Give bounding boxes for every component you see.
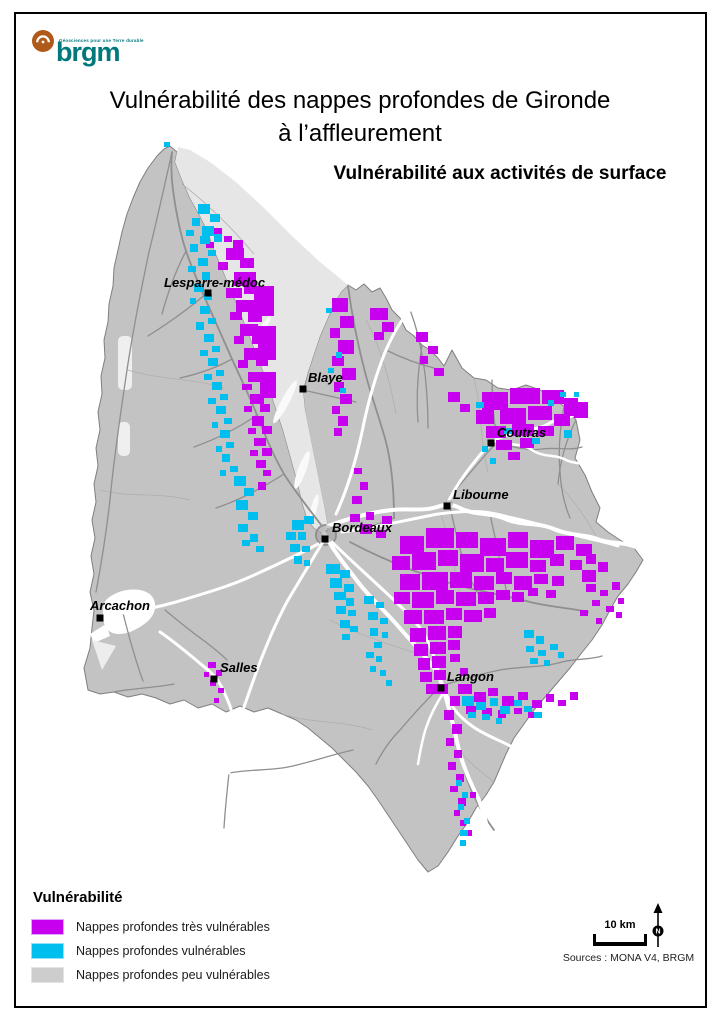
marker-arcachon	[96, 614, 104, 622]
city-label-blaye: Blaye	[308, 370, 343, 385]
medoc-lakes	[118, 336, 132, 456]
scale-label: 10 km	[604, 919, 636, 931]
city-label-coutras: Coutras	[497, 425, 546, 440]
brgm-logo: Géosciences pour une Terre durable brgm	[31, 27, 231, 75]
very-vulnerable-areas	[204, 228, 624, 836]
legend-label: Nappes profondes vulnérables	[76, 944, 246, 958]
legend-swatch-low-vulnerable	[31, 967, 64, 983]
legend: Vulnérabilité Nappes profondes très vuln…	[31, 889, 331, 991]
city-label-lesparre: Lesparre-médoc	[164, 275, 266, 290]
legend-item-low-vulnerable: Nappes profondes peu vulnérables	[31, 967, 331, 983]
brgm-brand: brgm	[56, 37, 120, 67]
title-line1: Vulnérabilité des nappes profondes de Gi…	[109, 87, 611, 114]
isle-river	[446, 414, 574, 504]
marker-salles	[210, 675, 218, 683]
gironde-outline	[83, 145, 644, 873]
city-label-arcachon: Arcachon	[89, 598, 150, 613]
legend-item-vulnerable: Nappes profondes vulnérables	[31, 943, 331, 959]
north-arrow-icon: N	[652, 903, 664, 947]
ciron-river	[416, 690, 446, 766]
vulnerable-areas	[164, 142, 579, 846]
legend-label: Nappes profondes peu vulnérables	[76, 968, 270, 982]
dordogne-river	[326, 502, 640, 550]
gironde-map: Lesparre-médoc Blaye Coutras Libourne Bo…	[83, 142, 644, 873]
page-title: Vulnérabilité des nappes profondes de Gi…	[0, 84, 720, 150]
arcachon-dune	[92, 640, 116, 670]
legend-label: Nappes profondes très vulnérables	[76, 920, 270, 934]
legend-title: Vulnérabilité	[33, 889, 123, 906]
brgm-logo-icon	[32, 30, 54, 52]
north-label: N	[655, 929, 660, 936]
legend-swatch-vulnerable	[31, 943, 64, 959]
city-label-salles: Salles	[220, 660, 258, 675]
marker-bordeaux	[321, 535, 329, 543]
marker-lesparre	[204, 289, 212, 297]
city-label-libourne: Libourne	[453, 487, 509, 502]
map-subtitle: Vulnérabilité aux activités de surface	[333, 163, 667, 184]
marker-coutras	[487, 439, 495, 447]
dronne-river	[492, 439, 590, 468]
sources-note: Sources : MONA V4, BRGM	[562, 952, 695, 964]
city-labels: Lesparre-médoc Blaye Coutras Libourne Bo…	[89, 275, 546, 684]
legend-item-very-vulnerable: Nappes profondes très vulnérables	[31, 919, 331, 935]
scale-bar-rule	[593, 934, 647, 946]
city-label-bordeaux: Bordeaux	[332, 520, 393, 535]
city-label-langon: Langon	[447, 669, 494, 684]
marker-libourne	[443, 502, 451, 510]
arcachon-channel	[90, 624, 110, 643]
city-markers	[96, 289, 495, 692]
brgm-tagline: Géosciences pour une Terre durable	[59, 38, 144, 43]
marker-blaye	[299, 385, 307, 393]
title-line2: à l’affleurement	[278, 120, 442, 147]
marker-langon	[437, 684, 445, 692]
legend-swatch-very-vulnerable	[31, 919, 64, 935]
scale-bar: 10 km	[593, 919, 647, 946]
